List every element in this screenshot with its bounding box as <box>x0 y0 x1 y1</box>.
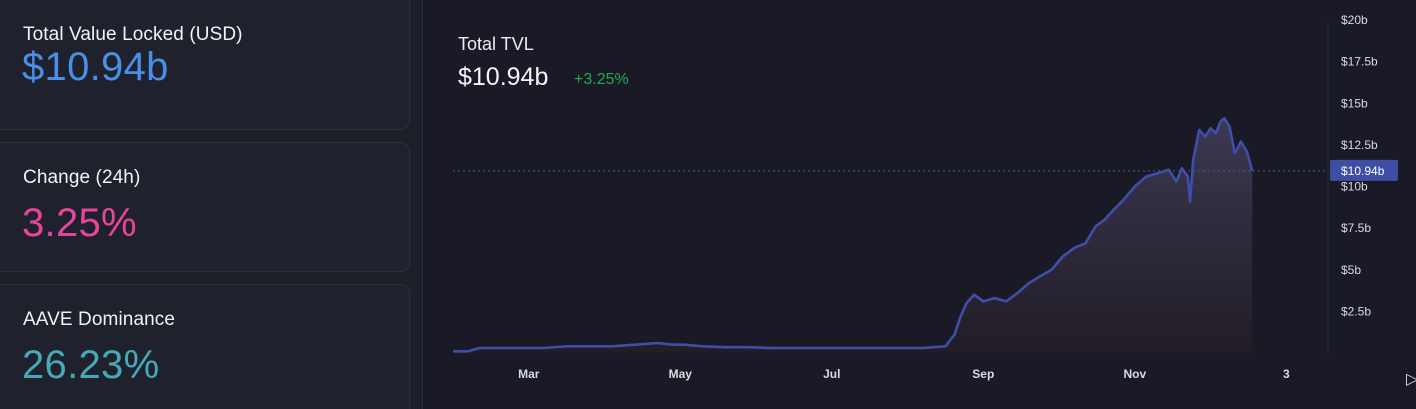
play-icon[interactable]: ▷ <box>1406 371 1416 388</box>
aave-dominance-label: AAVE Dominance <box>23 309 176 330</box>
y-tick-label: $20b <box>1341 13 1368 27</box>
chart-change-badge: +3.25% <box>574 71 629 88</box>
change-24h-label: Change (24h) <box>23 167 141 188</box>
y-tick-label: $17.5b <box>1341 55 1378 69</box>
x-tick-label: Nov <box>1123 367 1146 381</box>
aave-dominance-card: AAVE Dominance 26.23% <box>0 284 410 409</box>
x-tick-label: Sep <box>972 367 994 381</box>
total-value-locked-value: $10.94b <box>22 45 169 89</box>
y-tick-label: $5b <box>1341 263 1361 277</box>
y-tick-label: $7.5b <box>1341 221 1371 235</box>
y-tick-label: $15b <box>1341 96 1368 110</box>
tvl-series-line <box>453 116 1254 353</box>
y-tick-label: $2.5b <box>1341 304 1371 318</box>
y-tick-label: $12.5b <box>1341 138 1378 152</box>
x-tick-label: Mar <box>518 367 540 381</box>
tvl-area-fill <box>453 118 1253 353</box>
y-tick-label: $10b <box>1341 180 1368 194</box>
change-24h-card: Change (24h) 3.25% <box>0 142 410 272</box>
aave-dominance-value: 26.23% <box>22 343 160 387</box>
chart-title: Total TVL <box>458 34 534 54</box>
change-24h-value: 3.25% <box>22 201 137 245</box>
total-value-locked-card: Total Value Locked (USD) $10.94b <box>0 0 410 130</box>
total-value-locked-label: Total Value Locked (USD) <box>23 24 243 45</box>
x-tick-label: May <box>669 367 693 381</box>
x-tick-label: 3 <box>1283 367 1290 381</box>
current-value-tag <box>1330 159 1398 181</box>
x-tick-label: Jul <box>823 367 840 381</box>
chart-total-value: $10.94b <box>458 63 549 91</box>
current-value-tag-label: $10.94b <box>1341 164 1385 178</box>
